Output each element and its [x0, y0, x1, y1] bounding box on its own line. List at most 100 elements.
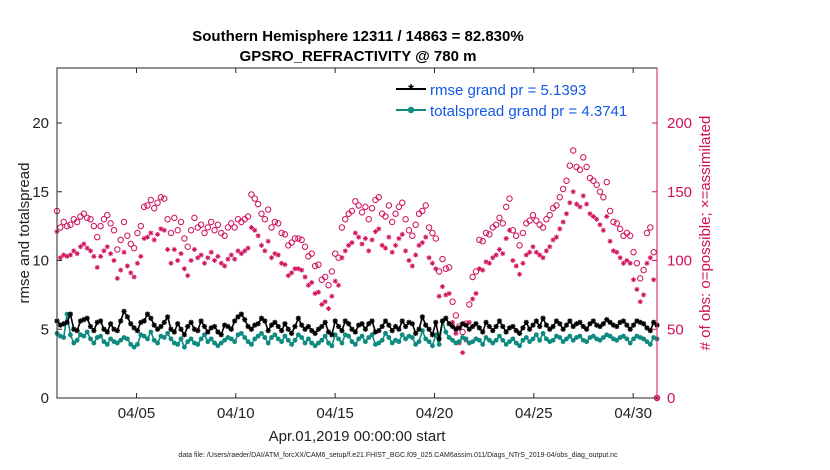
x-tick-label: 04/15 — [316, 405, 354, 422]
rmse-point — [500, 323, 506, 330]
rmse-point — [590, 318, 596, 324]
obs-assimilated-point — [161, 227, 167, 233]
obs-assimilated-point — [406, 258, 412, 263]
totalspread-point — [249, 341, 254, 347]
totalspread-point — [198, 336, 204, 342]
totalspread-point — [155, 340, 160, 346]
obs-assimilated-point — [57, 255, 63, 261]
rmse-point — [446, 321, 452, 327]
totalspread-point — [178, 336, 184, 342]
totalspread-point — [305, 336, 311, 342]
obs-assimilated-point — [71, 248, 77, 254]
obs-assimilated-point — [168, 260, 174, 266]
obs-assimilated-point — [627, 260, 633, 266]
obs-assimilated-point — [104, 244, 110, 250]
obs-possible-point — [80, 210, 88, 217]
obs-possible-point — [429, 229, 436, 237]
totalspread-point — [181, 344, 187, 350]
totalspread-point — [426, 339, 432, 345]
totalspread-point — [299, 335, 305, 340]
obs-possible-point — [151, 205, 158, 212]
obs-assimilated-point — [369, 237, 375, 243]
obs-assimilated-point — [332, 278, 338, 284]
totalspread-point — [510, 336, 516, 342]
obs-possible-point — [596, 188, 604, 195]
obs-assimilated-point — [289, 270, 295, 276]
obs-assimilated-point — [91, 253, 97, 259]
legend-spread-marker — [407, 106, 415, 114]
obs-assimilated-point — [580, 193, 586, 199]
legend-box — [392, 76, 654, 122]
obs-possible-point — [67, 221, 74, 228]
rmse-point — [577, 319, 583, 325]
obs-possible-point — [590, 177, 597, 184]
obs-possible-point — [171, 214, 178, 222]
obs-possible-point — [100, 216, 108, 223]
totalspread-point — [533, 332, 539, 338]
obs-assimilated-point — [275, 252, 281, 258]
rmse-point — [171, 329, 177, 335]
rmse-point — [436, 336, 442, 342]
obs-assimilated-point — [98, 253, 104, 259]
obs-possible-point — [157, 194, 165, 201]
rmse-point — [211, 323, 218, 330]
totalspread-point — [339, 340, 345, 346]
y-tick-label: 15 — [32, 184, 49, 201]
obs-possible-point — [147, 196, 155, 204]
obs-possible-point — [435, 268, 443, 275]
obs-assimilated-point — [547, 244, 553, 250]
totalspread-point — [416, 339, 422, 345]
rmse-point — [232, 318, 238, 324]
obs-possible-point — [268, 224, 275, 231]
totalspread-point — [101, 339, 107, 345]
obs-assimilated-point — [416, 242, 422, 248]
obs-possible-point — [496, 214, 503, 222]
totalspread-point — [98, 333, 103, 339]
rmse-point — [64, 319, 70, 325]
obs-possible-point — [502, 203, 510, 211]
obs-possible-point — [73, 218, 81, 226]
totalspread-point — [161, 335, 167, 340]
totalspread-point — [322, 333, 328, 339]
obs-assimilated-point — [651, 277, 657, 283]
obs-assimilated-point — [641, 292, 647, 298]
totalspread-point — [269, 335, 274, 340]
obs-assimilated-point — [218, 260, 224, 266]
totalspread-point — [443, 329, 449, 335]
obs-possible-point — [251, 195, 258, 202]
rmse-point — [624, 322, 630, 328]
obs-assimilated-point — [225, 256, 231, 262]
obs-possible-point — [566, 162, 574, 169]
totalspread-point — [513, 340, 519, 346]
x-tick-label: 04/10 — [217, 405, 255, 422]
rmse-point — [346, 321, 352, 327]
obs-assimilated-point — [634, 286, 640, 292]
obs-possible-point — [308, 250, 315, 257]
obs-assimilated-point — [490, 255, 496, 261]
totalspread-point — [641, 336, 646, 342]
rmse-point — [161, 319, 167, 325]
obs-assimilated-point — [329, 293, 335, 299]
obs-possible-point — [630, 249, 637, 256]
totalspread-point — [245, 339, 251, 345]
obs-possible-point — [626, 232, 634, 239]
rmse-point — [523, 319, 529, 325]
obs-assimilated-point — [520, 260, 526, 266]
obs-possible-point — [207, 218, 215, 226]
obs-possible-point — [647, 224, 654, 231]
obs-assimilated-point — [205, 255, 211, 261]
obs-possible-point — [201, 229, 208, 237]
totalspread-point — [128, 341, 134, 347]
obs-assimilated-point — [262, 248, 268, 254]
obs-assimilated-point — [480, 267, 486, 273]
totalspread-point — [396, 339, 402, 345]
obs-assimilated-point — [185, 273, 191, 279]
totalspread-point — [614, 337, 620, 343]
totalspread-point — [436, 341, 442, 347]
obs-assimilated-point — [336, 282, 342, 288]
obs-assimilated-point — [553, 234, 559, 240]
obs-assimilated-point — [604, 214, 610, 219]
totalspread-point — [570, 337, 576, 343]
obs-assimilated-point — [232, 256, 238, 262]
totalspread-point — [550, 337, 556, 343]
